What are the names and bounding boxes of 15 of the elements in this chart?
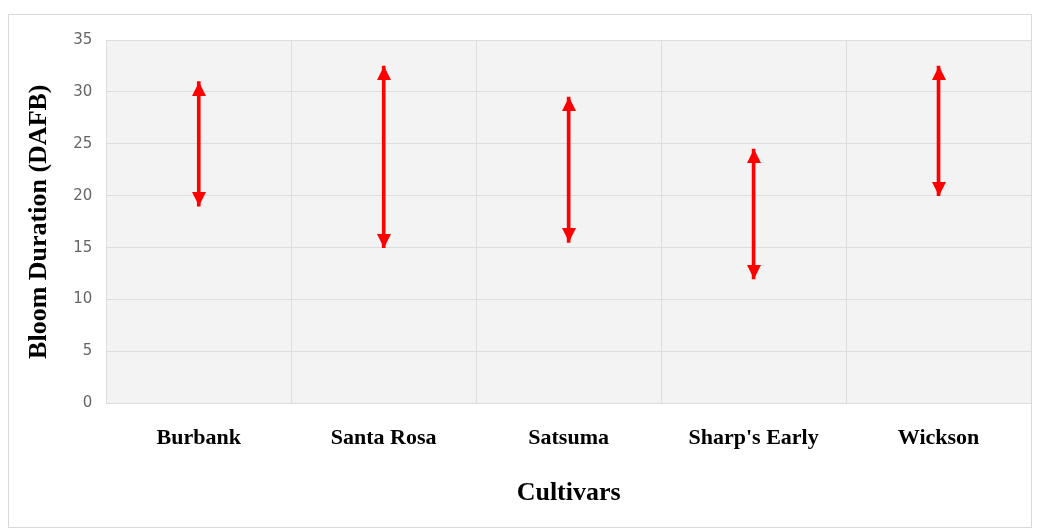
x-tick-label: Santa Rosa bbox=[330, 424, 437, 450]
y-tick-label: 5 bbox=[82, 341, 93, 360]
x-tick-label: Burbank bbox=[156, 424, 242, 450]
y-tick-label: 35 bbox=[73, 29, 93, 48]
y-tick-label: 20 bbox=[73, 185, 93, 204]
y-tick-label: 10 bbox=[73, 289, 93, 308]
y-axis-title: Bloom Duration (DAFB) bbox=[23, 84, 53, 359]
x-tick-label: Sharp's Early bbox=[688, 424, 819, 450]
y-tick-label: 30 bbox=[73, 81, 93, 100]
y-tick-label: 15 bbox=[73, 237, 93, 256]
y-tick-label: 25 bbox=[73, 133, 93, 152]
x-tick-label: Satsuma bbox=[528, 424, 609, 450]
x-axis-title: Cultivars bbox=[516, 477, 621, 507]
x-tick-label: Wickson bbox=[897, 424, 980, 450]
y-tick-label: 0 bbox=[82, 393, 93, 412]
